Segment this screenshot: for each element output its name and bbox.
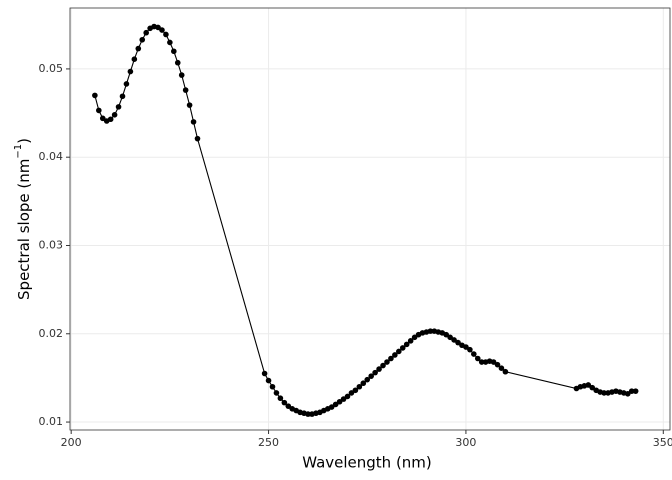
point — [92, 92, 98, 99]
point — [447, 334, 453, 341]
point — [167, 39, 173, 46]
y-tick-label: 0.04 — [39, 150, 64, 163]
point — [589, 384, 596, 391]
point — [380, 362, 386, 369]
point — [163, 31, 169, 38]
point — [273, 390, 280, 396]
point — [171, 48, 177, 55]
x-axis-title: Wavelength (nm) — [302, 454, 432, 472]
point — [585, 382, 592, 388]
point — [427, 328, 434, 334]
point — [407, 338, 414, 344]
point — [107, 116, 114, 123]
point — [281, 399, 288, 406]
point — [261, 370, 268, 377]
point — [399, 345, 406, 351]
point — [364, 376, 371, 383]
point — [328, 404, 335, 410]
y-axis-title: Spectral slope (nm−1) — [13, 138, 33, 300]
point — [277, 395, 284, 402]
point — [376, 366, 382, 372]
point — [139, 36, 146, 43]
point — [352, 387, 359, 394]
point — [127, 68, 134, 75]
point — [490, 359, 497, 365]
point — [344, 393, 351, 400]
y-axis-title-end: ) — [15, 138, 33, 144]
point — [194, 135, 201, 142]
x-tick-label: 350 — [653, 436, 672, 449]
point — [467, 346, 473, 353]
point — [502, 368, 509, 375]
x-tick-label: 250 — [258, 436, 279, 449]
point — [443, 331, 449, 338]
point — [135, 45, 142, 52]
point — [451, 337, 457, 343]
point — [392, 352, 398, 358]
y-tick-label: 0.05 — [39, 62, 64, 75]
point — [115, 104, 122, 110]
point — [131, 56, 138, 63]
point — [411, 334, 418, 341]
x-tick-label: 200 — [61, 436, 82, 449]
point — [111, 112, 118, 118]
point — [336, 398, 343, 405]
point — [285, 403, 292, 409]
y-tick-label: 0.02 — [39, 327, 64, 340]
point — [356, 383, 363, 390]
point — [99, 115, 106, 122]
y-axis-title-sup: −1 — [13, 144, 24, 159]
point — [463, 344, 469, 350]
point — [474, 355, 481, 362]
point — [332, 401, 339, 408]
point — [96, 107, 102, 114]
point — [119, 93, 126, 100]
x-tick-label: 300 — [455, 436, 476, 449]
point — [182, 87, 189, 93]
point — [632, 388, 639, 394]
point — [388, 355, 394, 362]
y-axis-title-main: Spectral slope (nm — [15, 159, 33, 300]
point — [340, 396, 347, 402]
point — [372, 369, 378, 376]
point — [178, 72, 185, 78]
point — [384, 359, 390, 365]
point — [123, 81, 130, 87]
point — [265, 377, 272, 384]
point — [455, 339, 461, 346]
point — [360, 380, 367, 387]
point — [498, 365, 505, 372]
y-tick-label: 0.01 — [39, 415, 64, 428]
point — [305, 411, 311, 417]
point — [403, 341, 410, 348]
point — [624, 391, 631, 397]
point — [348, 390, 355, 396]
point — [396, 348, 402, 355]
point — [269, 383, 276, 390]
point — [628, 388, 635, 394]
point — [601, 390, 607, 396]
y-tick-label: 0.03 — [39, 238, 64, 251]
point — [478, 359, 485, 365]
point — [143, 29, 149, 36]
point — [186, 102, 193, 108]
plot-border — [69, 7, 671, 431]
point — [159, 27, 165, 33]
point — [494, 361, 501, 368]
point — [471, 351, 477, 357]
point — [368, 373, 374, 379]
point — [155, 24, 161, 31]
point — [190, 119, 197, 125]
point — [174, 59, 181, 66]
